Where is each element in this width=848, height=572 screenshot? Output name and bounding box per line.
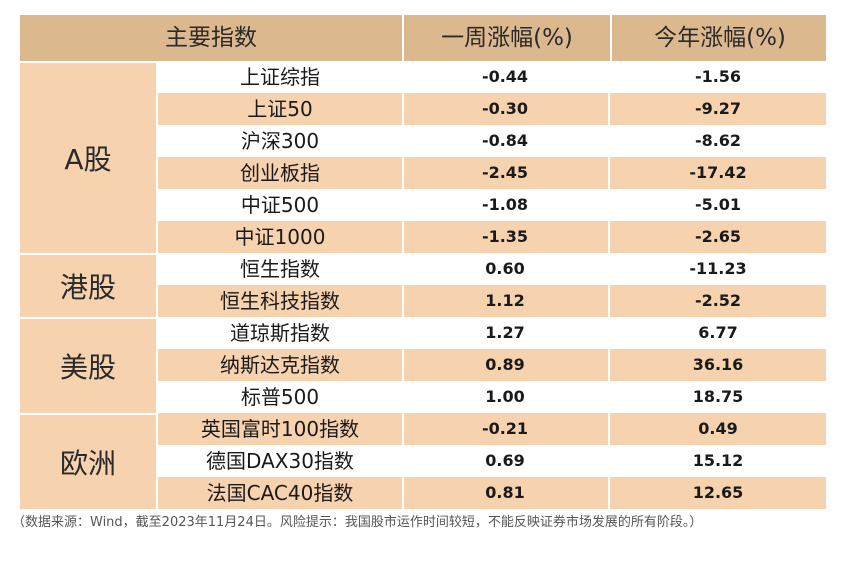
ytd-change: -2.65 [694, 227, 742, 246]
index-name: 中证500 [240, 193, 320, 217]
ytd-change: -2.52 [694, 291, 742, 310]
week-change: -2.45 [481, 163, 529, 182]
table-row: 恒生科技指数 1.12 -2.52 [158, 285, 826, 317]
table-row: 道琼斯指数 1.27 6.77 [158, 317, 826, 349]
name-divider [402, 61, 404, 509]
index-name: 上证50 [247, 97, 313, 121]
ytd-change: -9.27 [694, 99, 742, 118]
ytd-change: 36.16 [692, 355, 744, 374]
ytd-change: -1.56 [694, 67, 742, 86]
header-index: 主要指数 [165, 25, 257, 51]
ytd-change: 18.75 [692, 387, 744, 406]
table-row: 纳斯达克指数 0.89 36.16 [158, 349, 826, 381]
index-name: 纳斯达克指数 [220, 353, 340, 377]
ytd-change: 12.65 [692, 483, 744, 502]
table-row: 中证1000 -1.35 -2.65 [158, 221, 826, 253]
ytd-change: -11.23 [689, 259, 747, 278]
index-name: 中证1000 [234, 225, 326, 249]
group-label: 港股 [20, 253, 156, 317]
week-change: 1.00 [485, 387, 525, 406]
table-row: 中证500 -1.08 -5.01 [158, 189, 826, 221]
index-name: 沪深300 [240, 129, 320, 153]
index-name: 德国DAX30指数 [206, 449, 354, 473]
index-name: 上证综指 [240, 65, 320, 89]
header-ytd-change: 今年涨幅(%) [610, 15, 828, 61]
index-name: 恒生指数 [240, 257, 320, 281]
group-label: 美股 [20, 317, 156, 413]
group-divider [156, 61, 158, 509]
table-row: 沪深300 -0.84 -8.62 [158, 125, 826, 157]
header-week-change: 一周涨幅(%) [402, 15, 610, 61]
week-change: 0.69 [485, 451, 525, 470]
index-name: 恒生科技指数 [220, 289, 340, 313]
ytd-change: -5.01 [694, 195, 742, 214]
table-row: 法国CAC40指数 0.81 12.65 [158, 477, 826, 509]
week-change: -0.21 [481, 419, 529, 438]
week-change: -0.30 [481, 99, 529, 118]
table-row: 上证综指 -0.44 -1.56 [158, 61, 826, 93]
week-change: 0.89 [485, 355, 525, 374]
index-name: 创业板指 [240, 161, 320, 185]
index-name: 标普500 [240, 385, 320, 409]
index-name: 道琼斯指数 [230, 321, 330, 345]
ytd-change: 15.12 [692, 451, 744, 470]
week-change: 0.60 [485, 259, 525, 278]
index-name: 法国CAC40指数 [206, 481, 354, 505]
ytd-change: 0.49 [698, 419, 738, 438]
ytd-change: -8.62 [694, 131, 742, 150]
week-divider [608, 61, 610, 509]
week-change: 0.81 [485, 483, 525, 502]
table-header: 主要指数 一周涨幅(%) 今年涨幅(%) [20, 15, 826, 61]
table-row: 德国DAX30指数 0.69 15.12 [158, 445, 826, 477]
ytd-change: 6.77 [698, 323, 738, 342]
table-row: 英国富时100指数 -0.21 0.49 [158, 413, 826, 445]
group-label: 欧洲 [20, 413, 156, 509]
ytd-change: -17.42 [689, 163, 747, 182]
week-change: -0.84 [481, 131, 529, 150]
index-name: 英国富时100指数 [200, 417, 360, 441]
week-change: 1.12 [485, 291, 525, 310]
week-change: 1.27 [485, 323, 525, 342]
table-row: 标普500 1.00 18.75 [158, 381, 826, 413]
group-label: A股 [20, 61, 156, 253]
table-row: 上证50 -0.30 -9.27 [158, 93, 826, 125]
source-note: （数据来源：Wind，截至2023年11月24日。风险提示：我国股市运作时间较短… [12, 515, 703, 530]
week-change: -1.35 [481, 227, 529, 246]
week-change: -1.08 [481, 195, 529, 214]
week-change: -0.44 [481, 67, 529, 86]
table-row: 恒生指数 0.60 -11.23 [158, 253, 826, 285]
table-row: 创业板指 -2.45 -17.42 [158, 157, 826, 189]
